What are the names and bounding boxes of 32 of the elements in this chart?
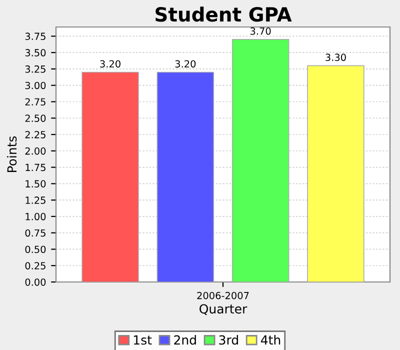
- y-tick-label: 0.25: [25, 262, 46, 270]
- data-label: 3.20: [100, 60, 120, 68]
- y-tick-label: 1.50: [26, 180, 46, 188]
- bar: [156, 72, 214, 282]
- y-tick-label: 3.00: [25, 82, 46, 90]
- chart-title: Student GPA: [156, 6, 292, 22]
- legend-label: 1st: [134, 335, 152, 345]
- y-tick-label: 2.50: [25, 114, 46, 122]
- y-tick-label: 1.25: [26, 196, 46, 204]
- bar: [82, 72, 139, 282]
- y-tick-label: 2.25: [25, 130, 46, 138]
- data-label: 3.20: [175, 60, 196, 68]
- y-tick-label: 0.50: [25, 246, 46, 254]
- data-label: 3.30: [326, 54, 346, 62]
- y-axis-title: Points: [6, 136, 17, 172]
- y-tick-label: 3.25: [25, 65, 46, 73]
- y-tick-label: 1.00: [26, 212, 46, 220]
- y-tick-label: 2.75: [25, 98, 46, 106]
- y-tick-label: 3.50: [25, 49, 46, 56]
- bar: [307, 65, 364, 282]
- y-tick-label: 0.75: [25, 229, 46, 237]
- legend-label: 3rd: [219, 335, 238, 345]
- y-tick-label: 2.00: [25, 147, 46, 155]
- y-tick-label: 3.75: [25, 32, 46, 40]
- y-tick-label: 1.75: [26, 164, 46, 172]
- x-axis-title: Quarter: [200, 304, 248, 316]
- legend-label: 4th: [260, 335, 280, 344]
- bar: [232, 39, 290, 282]
- data-label: 3.70: [250, 27, 271, 35]
- y-tick-label: 0.00: [25, 278, 46, 286]
- x-tick-label: 2006-2007: [197, 292, 249, 300]
- legend-label: 2nd: [174, 335, 196, 345]
